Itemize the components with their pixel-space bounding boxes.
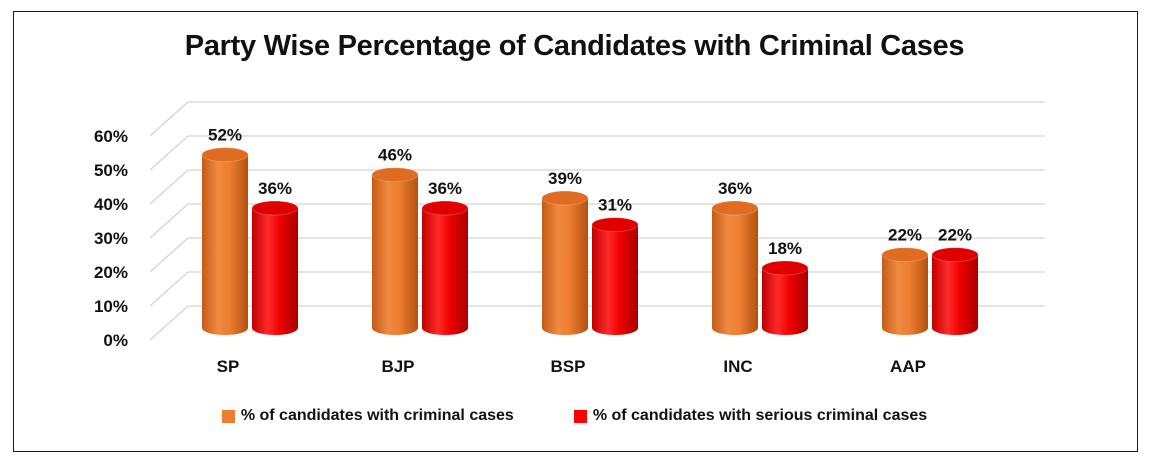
legend-item-criminal: % of candidates with criminal cases bbox=[221, 407, 514, 425]
bar-top bbox=[251, 200, 299, 216]
y-tick-label: 10% bbox=[94, 297, 128, 316]
bar bbox=[592, 224, 638, 335]
y-tick-label: 20% bbox=[94, 263, 128, 282]
x-tick-label: SP bbox=[217, 357, 240, 376]
bar bbox=[542, 198, 588, 335]
data-label: 36% bbox=[428, 179, 462, 198]
gridline-side bbox=[149, 237, 189, 273]
bar bbox=[762, 268, 808, 335]
x-tick-label: BSP bbox=[551, 357, 586, 376]
legend-label-serious: % of candidates with serious criminal ca… bbox=[592, 407, 928, 424]
bar bbox=[422, 208, 468, 335]
bar-top bbox=[591, 217, 639, 233]
gridline-side bbox=[149, 169, 189, 205]
bar-top bbox=[541, 190, 589, 206]
chart-title: Party Wise Percentage of Candidates with… bbox=[184, 30, 965, 62]
bar bbox=[252, 208, 298, 335]
y-tick-label: 50% bbox=[94, 161, 128, 180]
data-label: 31% bbox=[598, 196, 632, 215]
gridline-side bbox=[149, 305, 189, 341]
bar-top bbox=[761, 260, 809, 276]
bar-top bbox=[421, 200, 469, 216]
bar-top bbox=[201, 147, 249, 163]
bar bbox=[372, 174, 418, 335]
data-label: 36% bbox=[718, 179, 752, 198]
bar bbox=[882, 254, 928, 335]
legend-swatch-serious bbox=[573, 409, 587, 423]
y-tick-label: 40% bbox=[94, 195, 128, 214]
gridline-side bbox=[149, 135, 189, 171]
data-label: 18% bbox=[768, 239, 802, 258]
y-tick-label: 0% bbox=[103, 331, 128, 350]
bar-top bbox=[711, 200, 759, 216]
x-tick-label: AAP bbox=[890, 357, 926, 376]
data-label: 46% bbox=[378, 146, 412, 165]
bar bbox=[932, 254, 978, 335]
bar bbox=[712, 208, 758, 335]
x-tick-label: INC bbox=[723, 357, 752, 376]
legend-swatch-criminal bbox=[221, 409, 235, 423]
data-label: 52% bbox=[208, 126, 242, 145]
data-label: 39% bbox=[548, 169, 582, 188]
data-label: 22% bbox=[888, 226, 922, 245]
gridline-side bbox=[149, 101, 189, 137]
bar-top bbox=[881, 247, 929, 263]
gridline-side bbox=[149, 271, 189, 307]
legend-label-criminal: % of candidates with criminal cases bbox=[240, 407, 514, 424]
bar-top bbox=[931, 247, 979, 263]
data-label: 22% bbox=[938, 226, 972, 245]
data-label: 36% bbox=[258, 179, 292, 198]
chart-legend: % of candidates with criminal cases % of… bbox=[0, 407, 1149, 425]
gridline-side bbox=[149, 203, 189, 239]
legend-item-serious: % of candidates with serious criminal ca… bbox=[573, 407, 928, 425]
bar-top bbox=[371, 167, 419, 183]
y-tick-label: 30% bbox=[94, 229, 128, 248]
x-tick-label: BJP bbox=[381, 357, 414, 376]
y-tick-label: 60% bbox=[94, 127, 128, 146]
bar bbox=[202, 154, 248, 335]
